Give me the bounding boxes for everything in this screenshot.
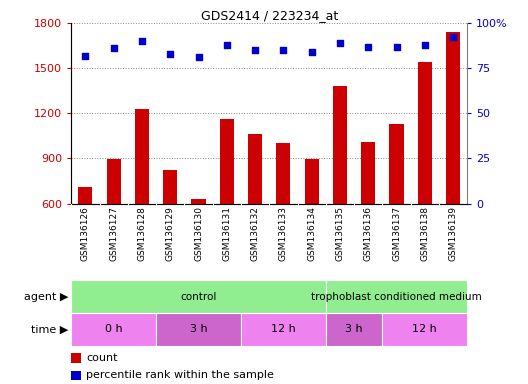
Point: [81, 53, 90, 59]
Point: [392, 43, 401, 50]
Bar: [78, 187, 92, 204]
Point: [307, 49, 316, 55]
Bar: [390, 124, 403, 204]
Point: [223, 41, 231, 48]
Bar: [192, 199, 205, 204]
Point: [364, 43, 373, 50]
Bar: [333, 86, 347, 204]
Text: GSM136129: GSM136129: [166, 206, 175, 261]
Text: agent ▶: agent ▶: [24, 291, 69, 302]
Text: GSM136139: GSM136139: [449, 206, 458, 261]
Bar: [276, 143, 290, 204]
Text: percentile rank within the sample: percentile rank within the sample: [86, 370, 274, 380]
Bar: [241, 313, 326, 346]
Bar: [71, 280, 326, 313]
Bar: [326, 313, 382, 346]
Point: [449, 35, 457, 41]
Text: GSM136127: GSM136127: [109, 206, 118, 261]
Title: GDS2414 / 223234_at: GDS2414 / 223234_at: [201, 9, 338, 22]
Point: [279, 47, 288, 53]
Text: GSM136132: GSM136132: [251, 206, 260, 261]
Bar: [382, 313, 467, 346]
Text: GSM136130: GSM136130: [194, 206, 203, 261]
Point: [251, 47, 259, 53]
Text: time ▶: time ▶: [31, 324, 69, 334]
Text: 3 h: 3 h: [190, 324, 208, 334]
Text: 12 h: 12 h: [412, 324, 437, 334]
Text: GSM136135: GSM136135: [335, 206, 344, 261]
Bar: [418, 62, 432, 204]
Point: [109, 45, 118, 51]
Bar: [446, 32, 460, 204]
Text: 3 h: 3 h: [345, 324, 363, 334]
Bar: [156, 313, 241, 346]
Point: [421, 41, 429, 48]
Text: GSM136134: GSM136134: [307, 206, 316, 261]
Text: 12 h: 12 h: [271, 324, 296, 334]
Bar: [361, 142, 375, 204]
Bar: [107, 159, 121, 204]
Text: GSM136136: GSM136136: [364, 206, 373, 261]
Text: GSM136128: GSM136128: [137, 206, 146, 261]
Point: [138, 38, 146, 44]
Point: [336, 40, 344, 46]
Bar: [71, 313, 156, 346]
Point: [166, 51, 174, 57]
Text: GSM136133: GSM136133: [279, 206, 288, 261]
Text: 0 h: 0 h: [105, 324, 122, 334]
Bar: [220, 119, 234, 204]
Bar: [305, 159, 319, 204]
Text: control: control: [181, 291, 217, 302]
Text: trophoblast conditioned medium: trophoblast conditioned medium: [311, 291, 482, 302]
Text: GSM136126: GSM136126: [81, 206, 90, 261]
Point: [194, 54, 203, 60]
Text: GSM136137: GSM136137: [392, 206, 401, 261]
Text: GSM136131: GSM136131: [222, 206, 231, 261]
Text: GSM136138: GSM136138: [420, 206, 429, 261]
Bar: [248, 134, 262, 204]
Bar: [163, 170, 177, 204]
Bar: [326, 280, 467, 313]
Text: count: count: [86, 353, 118, 363]
Bar: [135, 109, 149, 204]
